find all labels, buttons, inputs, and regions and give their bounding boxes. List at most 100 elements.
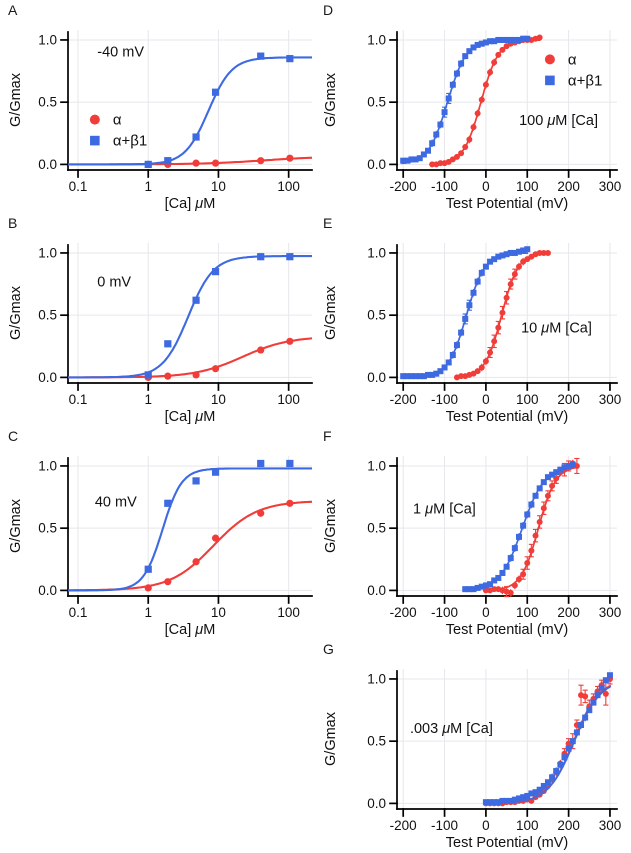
x-tick-label: 10 — [211, 179, 226, 194]
fit-curve — [68, 56, 312, 166]
panel-E: E -200 -100 0 100 200 300 0.0 0.5 1.0 Test Potent… — [315, 213, 631, 426]
panel-letter: D — [323, 2, 334, 18]
fit-curve — [68, 500, 312, 592]
panel-letter: C — [8, 428, 19, 444]
legend-marker-square — [545, 75, 555, 86]
y-tick-label: 0.0 — [367, 583, 386, 598]
x-tick-label: 300 — [599, 179, 622, 194]
panel-letter: B — [8, 215, 18, 231]
fit-curve — [68, 255, 312, 379]
data-points — [453, 249, 551, 381]
panel-letter: E — [323, 215, 333, 231]
x-axis-label: Test Potential (mV) — [446, 622, 569, 638]
x-tick-label: 100 — [277, 179, 300, 194]
y-axis-label: G/Gmax — [8, 285, 24, 340]
series-α — [68, 337, 313, 381]
x-tick-label: 100 — [277, 605, 300, 620]
y-tick-label: 1.0 — [367, 671, 386, 686]
panel-annotation: 40 mV — [95, 494, 137, 510]
x-tick-label: -200 — [390, 818, 417, 833]
legend-label: α — [113, 112, 122, 129]
data-points — [462, 461, 576, 593]
y-tick-label: 0.0 — [38, 370, 57, 385]
data-points — [144, 459, 294, 573]
y-axis-label: G/Gmax — [323, 72, 339, 127]
legend: α α+β1 — [89, 112, 147, 150]
axes — [389, 31, 618, 178]
axes — [389, 457, 618, 604]
tick-labels: -200 -100 0 100 200 300 0.0 0.5 1.0 — [367, 671, 621, 833]
x-tick-label: 0 — [482, 179, 490, 194]
y-tick-label: 1.0 — [367, 32, 386, 47]
legend-marker-circle — [544, 54, 555, 65]
y-tick-label: 0.0 — [38, 583, 57, 598]
x-tick-label: 0 — [482, 392, 490, 407]
x-axis-label: Test Potential (mV) — [446, 835, 569, 851]
y-axis-label: G/Gmax — [8, 72, 24, 127]
x-tick-label: -200 — [390, 392, 417, 407]
tick-labels: -200 -100 0 100 200 300 0.0 0.5 1.0 — [367, 245, 621, 407]
x-tick-label: -100 — [431, 818, 458, 833]
x-tick-label: -200 — [390, 179, 417, 194]
series-α+β1 — [68, 459, 312, 592]
fit-curve — [485, 466, 578, 591]
series-α+β1 — [482, 672, 613, 806]
axes — [60, 244, 313, 391]
panel-F-chart: -200 -100 0 100 200 300 0.0 0.5 1.0 Test Potentia… — [323, 456, 621, 638]
x-tick-label: 0.1 — [69, 179, 88, 194]
series-α — [68, 154, 313, 168]
legend-marker-square — [90, 135, 100, 146]
data-points — [482, 672, 613, 806]
panel-annotation: 0 mV — [97, 274, 131, 290]
y-tick-label: 0.0 — [38, 157, 57, 172]
data-points — [144, 253, 294, 379]
x-tick-label: 100 — [277, 392, 300, 407]
x-tick-label: 0.1 — [69, 605, 88, 620]
fit-curve — [68, 467, 312, 592]
y-tick-label: 0.0 — [367, 157, 386, 172]
y-tick-label: 0.5 — [38, 521, 57, 536]
panel-A: A 0.1 1 10 100 0.0 0.5 1.0 [Ca] μM G/Gmax -40 mV α… — [0, 0, 315, 213]
axes — [389, 244, 618, 391]
legend-marker-circle — [89, 114, 100, 125]
x-tick-label: 1 — [144, 392, 152, 407]
x-axis-label: [Ca] μM — [165, 196, 216, 212]
tick-labels: -200 -100 0 100 200 300 0.0 0.5 1.0 — [367, 458, 621, 620]
y-axis-label: G/Gmax — [323, 285, 339, 340]
x-tick-label: 100 — [516, 392, 539, 407]
y-tick-label: 0.5 — [38, 308, 57, 323]
panel-letter: G — [323, 641, 334, 657]
x-tick-label: -100 — [431, 179, 458, 194]
panel-B-chart: 0.1 1 10 100 0.0 0.5 1.0 [Ca] μM G/Gmax 0 mV — [8, 243, 313, 425]
panel-D: D -200 -100 0 100 200 300 0.0 0.5 1.0 Test Potent… — [315, 0, 631, 213]
series-α+β1 — [400, 35, 531, 165]
y-tick-label: 1.0 — [367, 245, 386, 260]
series-α+β1 — [462, 461, 576, 593]
data-points — [400, 35, 531, 164]
panel-annotation: 1 μM [Ca] — [413, 501, 476, 517]
panel-A-chart: 0.1 1 10 100 0.0 0.5 1.0 [Ca] μM G/Gmax -40 mV α α+… — [8, 30, 313, 212]
x-tick-label: 300 — [599, 605, 622, 620]
y-tick-label: 1.0 — [38, 458, 57, 473]
x-tick-label: 0 — [482, 605, 490, 620]
x-tick-label: 200 — [557, 392, 580, 407]
panel-G: G -200 -100 0 100 200 300 0.0 0.5 1.0 Test Potent… — [315, 639, 631, 853]
panel-annotation: -40 mV — [97, 45, 144, 61]
x-tick-label: 0.1 — [69, 392, 88, 407]
tick-labels: -200 -100 0 100 200 300 0.0 0.5 1.0 — [367, 32, 621, 194]
y-tick-label: 0.0 — [367, 370, 386, 385]
series-α+β1 — [68, 52, 312, 168]
legend-label: α+β1 — [568, 72, 602, 89]
gridlines — [397, 456, 617, 596]
error-bars — [402, 246, 528, 378]
x-tick-label: 0 — [482, 818, 490, 833]
y-axis-label: G/Gmax — [323, 711, 339, 766]
axes — [60, 31, 313, 178]
panel-B: B 0.1 1 10 100 0.0 0.5 1.0 [Ca] μM G/Gmax 0 mV — [0, 213, 315, 426]
x-tick-label: 1 — [144, 179, 152, 194]
y-tick-label: 0.0 — [367, 796, 386, 811]
x-tick-label: 300 — [599, 818, 622, 833]
y-tick-label: 0.5 — [367, 95, 386, 110]
x-tick-label: -100 — [431, 605, 458, 620]
